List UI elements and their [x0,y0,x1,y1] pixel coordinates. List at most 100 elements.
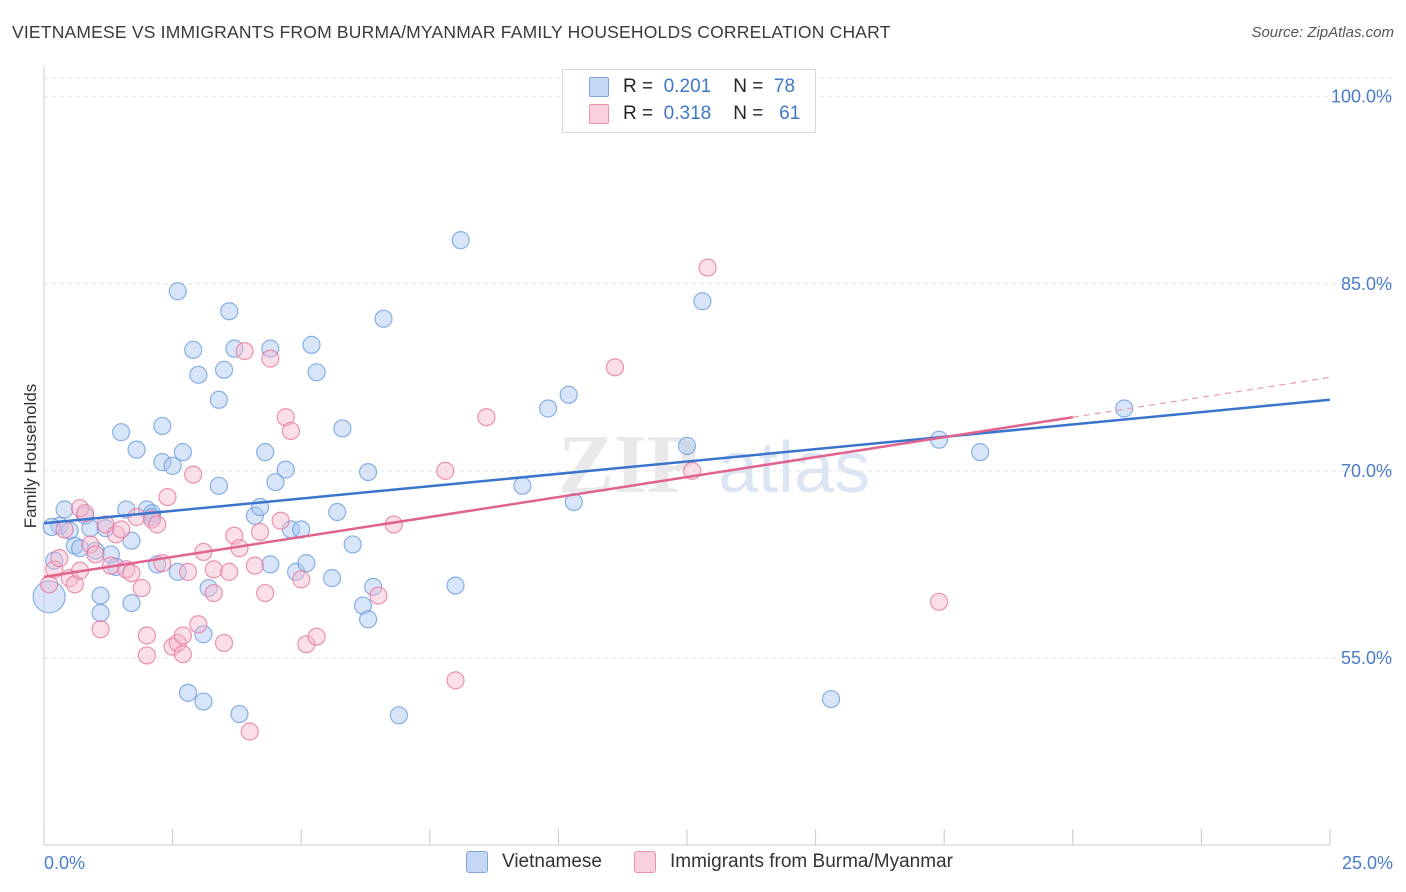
data-point [91,586,110,605]
series-legend-item-vietnamese[interactable]: Vietnamese [466,851,602,873]
data-point [292,570,311,589]
data-point [389,706,409,725]
data-point [55,520,74,539]
data-point [297,635,316,654]
legend-n-value: 78 [773,76,796,97]
chart-title: VIETNAMESE VS IMMIGRANTS FROM BURMA/MYAN… [12,22,891,42]
trend-line-burma [43,415,1073,579]
watermark: ZIP atlas [558,418,870,511]
data-point [436,461,455,480]
data-point [307,363,326,382]
legend-r-value: 0.318 [663,103,712,124]
data-point [271,511,290,530]
data-point [168,562,187,581]
data-point [91,603,110,623]
y-tick-label: 70.0% [1341,461,1392,481]
data-point [971,443,990,462]
x-tick-label-start: 0.0% [44,853,85,873]
data-point [127,440,146,459]
data-point [297,554,316,573]
legend-r-value: 0.201 [663,76,712,97]
y-axis-title: Family Households [21,384,40,529]
data-point [605,358,625,377]
data-point [70,499,90,518]
data-point [173,626,192,645]
data-point [539,399,558,418]
correlation-legend: R = 0.201 N = 78 R = 0.318 N = 61 [562,69,816,133]
source-label: Source: ZipAtlas.com [1251,24,1394,41]
grid-lines [44,77,1395,659]
data-point [693,292,712,311]
data-point [189,615,208,634]
data-point [240,722,259,741]
data-point [307,627,326,646]
data-point [322,569,342,588]
data-point [32,580,66,614]
data-point [256,583,275,603]
data-point [81,535,100,554]
data-point [194,625,213,644]
trend-line-vietnamese [43,398,1331,525]
y-tick-label: 85.0% [1341,274,1392,294]
data-point [106,525,126,544]
series-legend-item-burma[interactable]: Immigrants from Burma/Myanmar [634,851,953,873]
axes [43,66,1331,846]
data-point [158,487,177,507]
data-point [122,564,141,583]
data-point [142,510,162,529]
data-point [235,342,254,361]
data-point [276,408,295,427]
data-point [214,633,234,653]
data-point [112,423,131,442]
data-point [266,472,285,492]
data-point [230,704,249,724]
data-point [220,562,239,581]
y-tick-label: 100.0% [1331,87,1392,107]
data-point [178,562,198,581]
data-point [256,443,275,462]
data-point [132,578,151,598]
legend-swatch-vietnamese [589,77,609,97]
data-point [209,476,228,495]
data-point [55,500,74,519]
data-point [677,436,697,456]
data-point [245,556,265,575]
data-point [302,335,321,354]
data-point [477,408,496,427]
data-point [184,340,203,359]
x-tick-label-end: 25.0% [1342,853,1393,873]
data-point [328,502,347,522]
data-point [220,302,239,321]
data-point [168,282,187,301]
data-point [112,520,131,539]
data-point [214,360,234,379]
data-point [559,385,578,404]
data-point [122,593,141,613]
data-point [189,365,208,384]
data-point [245,506,265,525]
legend-r-label: R = [623,103,654,124]
data-point [163,456,182,475]
data-point [261,339,280,358]
data-point [353,596,373,615]
data-point [204,583,223,603]
data-point [369,586,388,605]
data-point [173,443,192,462]
legend-r-label: R = [623,76,654,97]
data-point [364,577,383,596]
legend-n-value: 61 [779,103,801,124]
data-point [178,683,198,702]
data-point [446,576,465,595]
data-point [91,620,110,639]
data-point [65,575,84,594]
data-point [199,578,218,598]
data-point [513,476,532,495]
data-point [127,507,146,527]
data-point [137,626,156,645]
data-point [148,515,167,534]
series-legend: Vietnamese Immigrants from Burma/Myanmar [0,851,1406,877]
legend-n-label: N = [733,103,764,124]
data-point [184,465,203,484]
data-point [374,309,393,328]
